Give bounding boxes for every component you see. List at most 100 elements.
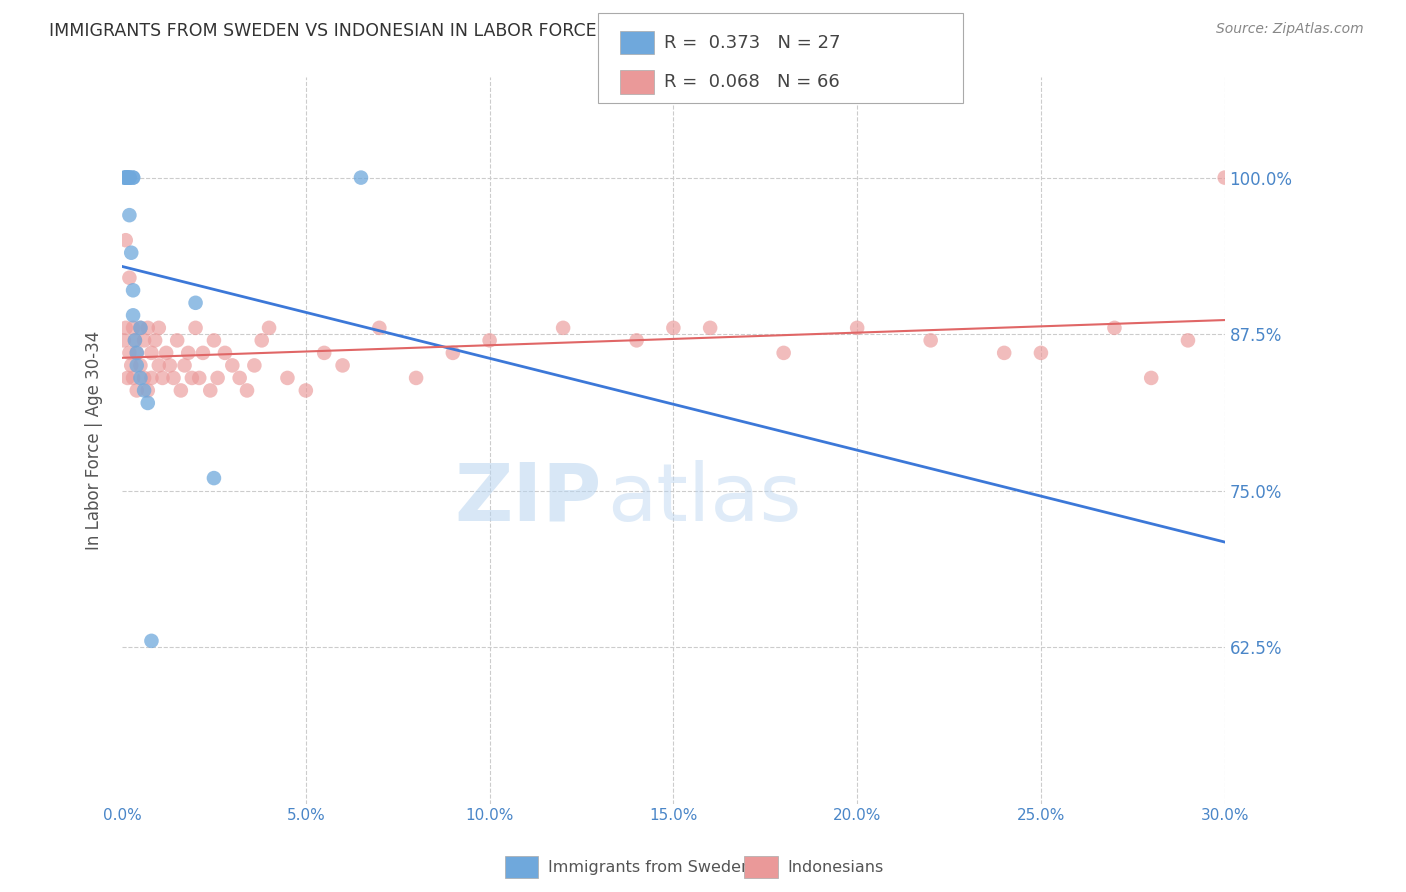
Point xyxy=(122,371,145,385)
Point xyxy=(478,334,501,348)
Point xyxy=(136,384,159,398)
Point xyxy=(114,233,136,247)
Point xyxy=(314,346,336,360)
Text: R =  0.068   N = 66: R = 0.068 N = 66 xyxy=(664,73,839,91)
Point xyxy=(132,384,155,398)
Point xyxy=(118,170,141,185)
Point xyxy=(846,321,869,335)
Point xyxy=(441,346,464,360)
Point xyxy=(118,270,141,285)
Point xyxy=(122,283,145,297)
Point xyxy=(368,321,391,335)
Point xyxy=(276,371,298,385)
Point xyxy=(112,170,135,185)
Point xyxy=(170,384,193,398)
Point xyxy=(114,321,136,335)
Point xyxy=(993,346,1015,360)
Point xyxy=(405,371,427,385)
Text: R =  0.373   N = 27: R = 0.373 N = 27 xyxy=(664,34,841,52)
Point xyxy=(132,371,155,385)
Point xyxy=(772,346,794,360)
Point xyxy=(118,346,141,360)
Point xyxy=(148,359,170,373)
Point xyxy=(257,321,280,335)
Point xyxy=(173,359,195,373)
Point xyxy=(221,359,243,373)
Point xyxy=(114,170,136,185)
Point xyxy=(1029,346,1052,360)
Point xyxy=(180,371,202,385)
Point xyxy=(141,346,163,360)
Point xyxy=(188,371,211,385)
Text: Indonesians: Indonesians xyxy=(787,860,883,874)
Point xyxy=(332,359,354,373)
Text: atlas: atlas xyxy=(607,459,801,538)
Point xyxy=(155,346,177,360)
Point xyxy=(243,359,266,373)
Y-axis label: In Labor Force | Age 30-34: In Labor Force | Age 30-34 xyxy=(86,331,103,550)
Point xyxy=(1213,170,1236,185)
Point xyxy=(125,359,148,373)
Point xyxy=(1177,334,1199,348)
Point xyxy=(122,321,145,335)
Point xyxy=(553,321,575,335)
Point xyxy=(228,371,250,385)
Point xyxy=(191,346,214,360)
Point xyxy=(129,321,152,335)
Point xyxy=(250,334,273,348)
Point xyxy=(214,346,236,360)
Point xyxy=(200,384,222,398)
Point xyxy=(120,359,142,373)
Point xyxy=(114,170,136,185)
Point xyxy=(125,346,148,360)
Point xyxy=(129,359,152,373)
Point xyxy=(159,359,181,373)
Point xyxy=(136,321,159,335)
Point xyxy=(166,334,188,348)
Point xyxy=(202,334,225,348)
Point xyxy=(125,346,148,360)
Point xyxy=(117,371,139,385)
Point xyxy=(236,384,259,398)
Point xyxy=(184,321,207,335)
Point xyxy=(662,321,685,335)
Point xyxy=(626,334,648,348)
Point xyxy=(117,170,139,185)
Point xyxy=(141,371,163,385)
Point xyxy=(118,208,141,222)
Point xyxy=(132,334,155,348)
Point xyxy=(152,371,174,385)
Point xyxy=(177,346,200,360)
Point xyxy=(129,371,152,385)
Point xyxy=(122,309,145,323)
Text: Source: ZipAtlas.com: Source: ZipAtlas.com xyxy=(1216,22,1364,37)
Text: Immigrants from Sweden: Immigrants from Sweden xyxy=(548,860,752,874)
Point xyxy=(122,170,145,185)
Point xyxy=(202,471,225,485)
Point xyxy=(125,384,148,398)
Point xyxy=(295,384,318,398)
Text: ZIP: ZIP xyxy=(454,459,602,538)
Point xyxy=(118,170,141,185)
Point xyxy=(207,371,229,385)
Point xyxy=(124,334,146,348)
Point xyxy=(114,170,136,185)
Point xyxy=(118,170,141,185)
Point xyxy=(143,334,166,348)
Point xyxy=(124,334,146,348)
Point xyxy=(1104,321,1126,335)
Point xyxy=(122,170,145,185)
Point xyxy=(350,170,373,185)
Point xyxy=(141,633,163,648)
Point xyxy=(129,321,152,335)
Point xyxy=(699,321,721,335)
Point xyxy=(112,334,135,348)
Text: IMMIGRANTS FROM SWEDEN VS INDONESIAN IN LABOR FORCE | AGE 30-34 CORRELATION CHAR: IMMIGRANTS FROM SWEDEN VS INDONESIAN IN … xyxy=(49,22,900,40)
Point xyxy=(117,170,139,185)
Point xyxy=(920,334,942,348)
Point xyxy=(117,170,139,185)
Point xyxy=(162,371,184,385)
Point xyxy=(184,295,207,310)
Point xyxy=(1140,371,1163,385)
Point xyxy=(148,321,170,335)
